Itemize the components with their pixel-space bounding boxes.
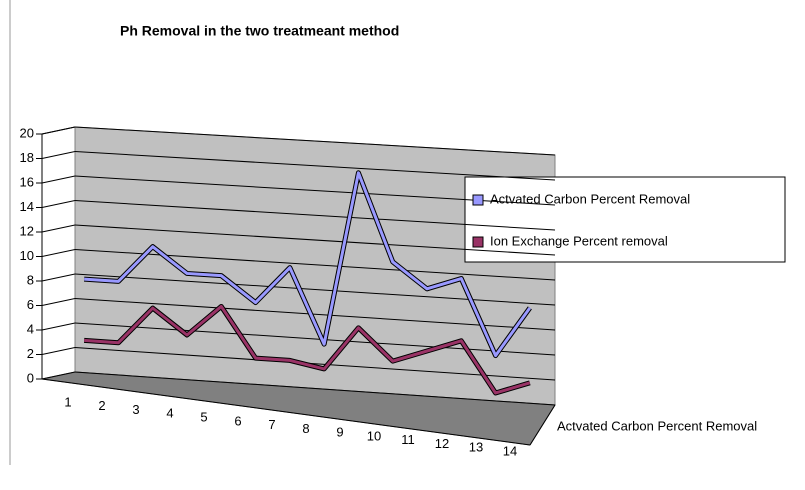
legend-label: Ion Exchange Percent removal (490, 233, 668, 248)
x-tick-label: 1 (64, 394, 71, 409)
legend (464, 176, 786, 263)
y-tick-label: 12 (20, 223, 34, 238)
x-tick-label: 8 (302, 421, 309, 436)
y-tick-label: 2 (27, 346, 34, 361)
x-axis (41, 378, 531, 446)
depth-label: Actvated Carbon Percent Removal (557, 418, 757, 433)
grid-line (41, 126, 76, 135)
grid-line (74, 151, 556, 181)
grid-line (41, 249, 76, 257)
grid-line (74, 347, 556, 381)
grid-line (41, 322, 76, 331)
x-tick-label: 9 (336, 425, 343, 440)
grid-line (41, 175, 76, 184)
x-tick-label: 3 (132, 402, 139, 417)
line (84, 304, 531, 395)
x-tick-label: 5 (200, 410, 207, 425)
grid-line (41, 371, 76, 380)
grid-line (41, 298, 76, 306)
grid-line (74, 322, 556, 356)
y-tick-label: 14 (20, 199, 34, 214)
y-tick-label: 16 (20, 174, 34, 189)
y-tick-label: 10 (20, 248, 34, 263)
grid-line (41, 347, 76, 355)
grid-line (74, 371, 556, 406)
y-tick-label: 18 (20, 150, 34, 165)
grid-line (41, 224, 76, 233)
grid-line (74, 298, 556, 331)
grid-line (74, 249, 556, 281)
chart-title: Ph Removal in the two treatmeant method (120, 23, 399, 39)
line (84, 171, 532, 358)
y-tick-label: 4 (27, 321, 34, 336)
depth-edge (529, 404, 556, 446)
legend-swatch (472, 236, 484, 248)
legend-label: Actvated Carbon Percent Removal (490, 191, 690, 206)
x-tick-label: 14 (503, 443, 517, 458)
grid-line (74, 224, 556, 256)
x-tick-label: 10 (367, 428, 381, 443)
x-tick-label: 2 (98, 398, 105, 413)
grid-line (74, 273, 556, 306)
grid-line (74, 126, 556, 156)
y-tick-label: 8 (27, 272, 34, 287)
x-tick-label: 12 (435, 436, 449, 451)
y-tick-label: 0 (27, 370, 34, 385)
x-tick-label: 13 (469, 440, 483, 455)
grid-line (41, 151, 76, 159)
x-tick-label: 11 (401, 432, 415, 447)
x-tick-label: 7 (268, 417, 275, 432)
y-tick-label: 6 (27, 297, 34, 312)
y-tick-label: 20 (20, 125, 34, 140)
grid-line (41, 273, 76, 282)
legend-swatch (472, 194, 484, 206)
grid-line (74, 200, 556, 231)
x-tick-label: 6 (234, 413, 241, 428)
x-tick-label: 4 (166, 406, 173, 421)
grid-line (41, 200, 76, 208)
